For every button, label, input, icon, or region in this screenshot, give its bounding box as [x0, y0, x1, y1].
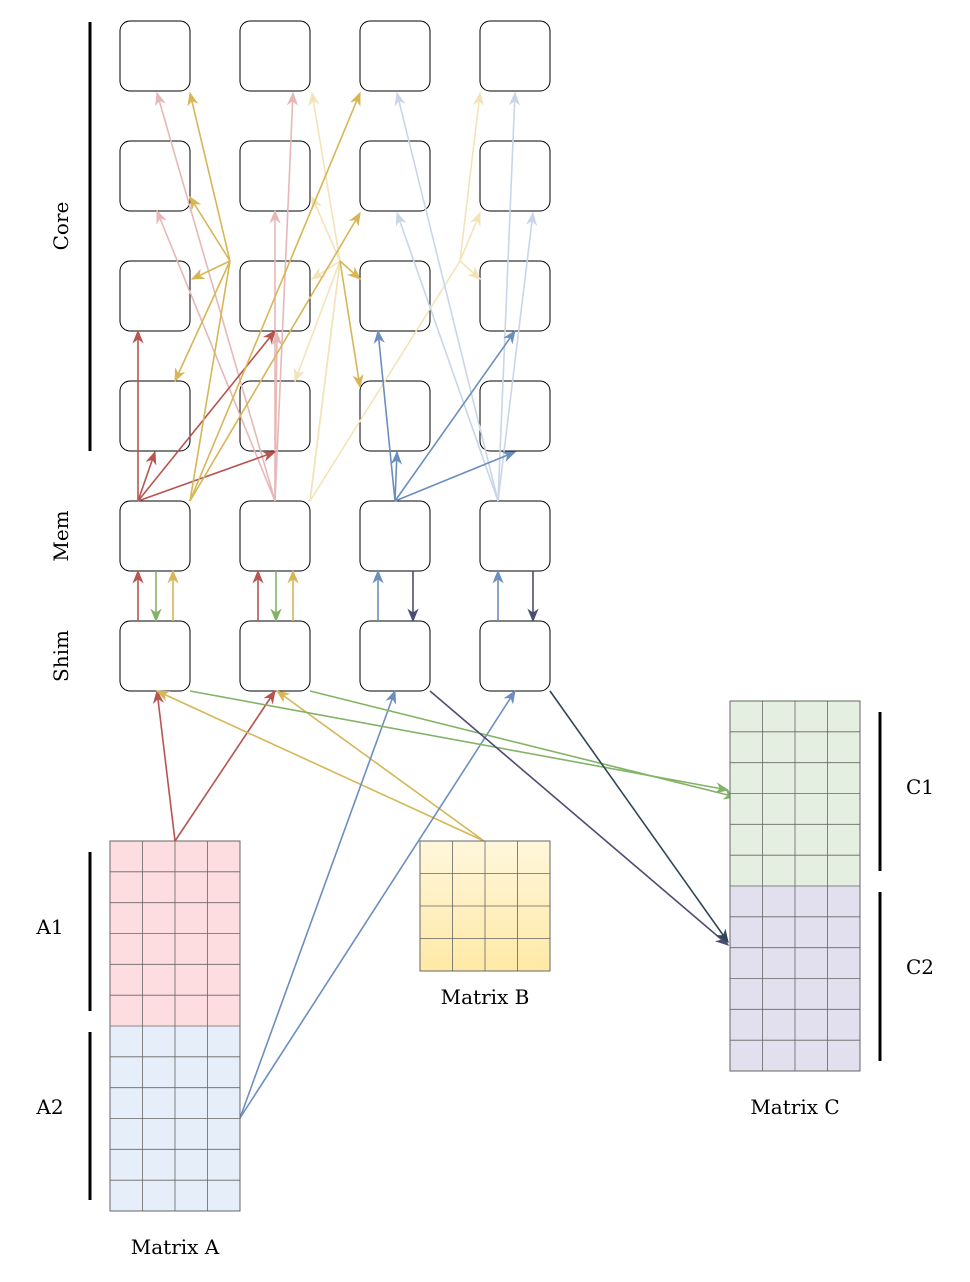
matrix-c-label: Matrix C [750, 1095, 839, 1119]
matrix-a-label: Matrix A [131, 1235, 220, 1259]
arrow-core-y-c1r1 [187, 91, 231, 262]
arrow-mem1-core-y-c1r4 [174, 260, 231, 502]
core-r2-tile-c3 [359, 140, 431, 212]
arrow-mem3-core-c3r3 [373, 329, 396, 502]
arrow-shim3-mem3-blue [372, 569, 384, 621]
arrow-b-shim2 [275, 690, 485, 842]
matrix-b [419, 840, 551, 972]
arrow-shim1-mem1-red [132, 569, 144, 621]
arrow-mem4-shim4-navy [527, 571, 539, 623]
arrow-mem1-core-y-c3r1 [189, 91, 361, 502]
arrow-mem2-core-c1r1 [155, 91, 276, 502]
matrix-b-label: Matrix B [441, 985, 530, 1009]
arrow-shim2-mem2-yellow [287, 569, 299, 621]
arrow-mem3-core-c3r4 [390, 450, 403, 502]
matrix-c [729, 700, 861, 1072]
arrow-b-shim1 [155, 690, 485, 842]
matrix-a [109, 840, 241, 1212]
mem-tile-c3 [359, 500, 431, 572]
mem-tile-c2 [239, 500, 311, 572]
arrow-mem1-core-c2r4 [137, 450, 277, 502]
shim-label: Shim [49, 630, 73, 682]
arrow-mem3-core-c4r3 [394, 329, 516, 502]
arrow-mem2-core-c2r1 [274, 91, 299, 502]
arrow-mem4-core-b1 [394, 91, 499, 502]
arrow-mem1-core-c2r3 [137, 329, 276, 502]
core-r1-tile-c4 [479, 20, 551, 92]
arrow-mem3-core-c4r4 [394, 451, 517, 502]
shim-tile-c4 [479, 620, 551, 692]
c2-label: C2 [906, 955, 934, 979]
core-r4-tile-c1 [119, 380, 191, 452]
arrow-mem4-core-b2 [395, 211, 499, 502]
arrow-mem2-core-c1r2 [156, 209, 276, 502]
core-r3-tile-c3 [359, 260, 431, 332]
core-r4-tile-c4 [479, 380, 551, 452]
arrow-mem1-core-y-c3r2 [189, 211, 361, 502]
a1-label: A1 [35, 915, 63, 939]
arrow-mem2-core-c2r3 [271, 331, 283, 502]
mem-tile-c1 [119, 500, 191, 572]
core-r3-tile-c4 [479, 260, 551, 332]
core-r2-tile-c2 [239, 140, 311, 212]
arrow-a1-shim2 [174, 689, 276, 842]
core-r1-tile-c3 [359, 20, 431, 92]
core-r1-tile-c2 [239, 20, 311, 92]
arrow-mem3-shim3-navy [407, 571, 419, 623]
shim-tile-c1 [119, 620, 191, 692]
dataflow-arrows [132, 91, 738, 1119]
arrow-mem1-core-c1r3 [132, 329, 144, 501]
core-r2-tile-c4 [479, 140, 551, 212]
arrow-mem2-core-y2 [311, 195, 341, 262]
arrow-shim4-mem4-blue [492, 569, 504, 621]
c1-label: C1 [906, 775, 934, 799]
arrow-a2-shim4 [239, 689, 516, 1119]
arrow-core-y-c3r4 [339, 260, 364, 389]
arrow-mem4-core-y2 [459, 211, 481, 262]
core-r4-tile-c3 [359, 380, 431, 452]
arrow-mem2-shim2-green [270, 571, 282, 623]
shim-tile-c3 [359, 620, 431, 692]
core-r3-tile-c1 [119, 260, 191, 332]
arrow-mem1-core-c1r4 [137, 450, 157, 502]
arrow-core-y-c1r3 [190, 260, 231, 280]
arrow-mem4-core-b3 [497, 91, 521, 502]
mem-tile-c4 [479, 500, 551, 572]
arrow-core-y-c3r3 [339, 260, 361, 280]
arrow-shim2-mem2-red [252, 569, 264, 621]
arrow-a2-shim3 [239, 689, 397, 1119]
arrow-mem1-shim1-green [150, 571, 162, 623]
core-r1-tile-c1 [119, 20, 191, 92]
mem-label: Mem [49, 510, 73, 561]
shim-tile-c2 [239, 620, 311, 692]
core-r2-tile-c1 [119, 140, 191, 212]
a2-label: A2 [35, 1095, 63, 1119]
arrow-core-y-c1r2 [189, 195, 231, 262]
tile-array [119, 20, 551, 692]
arrow-shim2-c1 [309, 690, 738, 800]
arrow-shim1-mem1-yellow [167, 569, 179, 621]
arrow-shim4-c2 [549, 690, 729, 944]
arrow-a1-shim1 [152, 689, 176, 842]
arrow-mem4-core-y3 [459, 260, 481, 280]
core-label: Core [49, 202, 73, 251]
